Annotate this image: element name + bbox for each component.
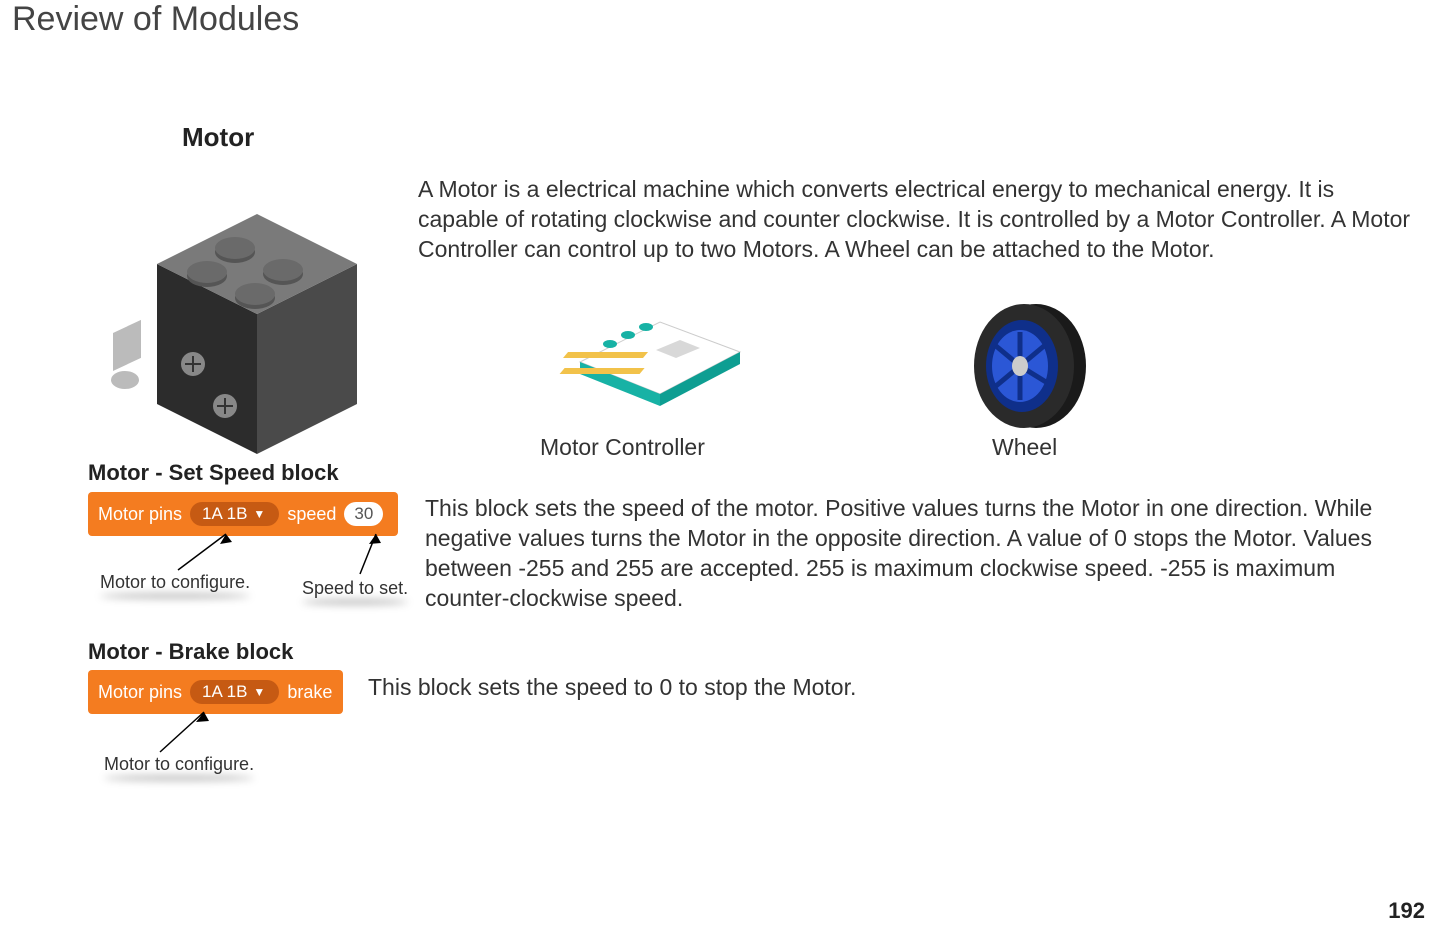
chevron-down-icon: ▼ bbox=[253, 685, 265, 699]
brake-dropdown[interactable]: 1A 1B ▼ bbox=[190, 680, 279, 704]
set-speed-dropdown-value: 1A 1B bbox=[202, 504, 247, 524]
motor-heading: Motor bbox=[182, 122, 254, 153]
motor-illustration bbox=[85, 174, 365, 454]
brake-label-brake: brake bbox=[287, 682, 332, 703]
callout-motor-configure-2: Motor to configure. bbox=[104, 754, 254, 775]
page-number: 192 bbox=[1388, 898, 1425, 924]
set-speed-block: Motor pins 1A 1B ▼ speed 30 bbox=[88, 492, 398, 536]
wheel-illustration bbox=[960, 296, 1100, 436]
set-speed-label-motorpins: Motor pins bbox=[98, 504, 182, 525]
set-speed-description: This block sets the speed of the motor. … bbox=[425, 494, 1420, 614]
brake-description: This block sets the speed to 0 to stop t… bbox=[368, 674, 1268, 701]
brake-block: Motor pins 1A 1B ▼ brake bbox=[88, 670, 343, 714]
motor-description: A Motor is a electrical machine which co… bbox=[418, 175, 1418, 265]
set-speed-heading: Motor - Set Speed block bbox=[88, 460, 339, 486]
brake-dropdown-value: 1A 1B bbox=[202, 682, 247, 702]
set-speed-value-input[interactable]: 30 bbox=[344, 502, 383, 526]
motor-controller-label: Motor Controller bbox=[540, 434, 705, 461]
wheel-label: Wheel bbox=[992, 434, 1057, 461]
page-title: Review of Modules bbox=[12, 0, 299, 39]
brake-label-motorpins: Motor pins bbox=[98, 682, 182, 703]
callout-motor-configure-1: Motor to configure. bbox=[100, 572, 250, 593]
callout-speed-to-set: Speed to set. bbox=[302, 578, 408, 599]
chevron-down-icon: ▼ bbox=[253, 507, 265, 521]
brake-heading: Motor - Brake block bbox=[88, 639, 293, 665]
set-speed-label-speed: speed bbox=[287, 504, 336, 525]
motor-controller-illustration bbox=[550, 302, 750, 422]
set-speed-dropdown[interactable]: 1A 1B ▼ bbox=[190, 502, 279, 526]
